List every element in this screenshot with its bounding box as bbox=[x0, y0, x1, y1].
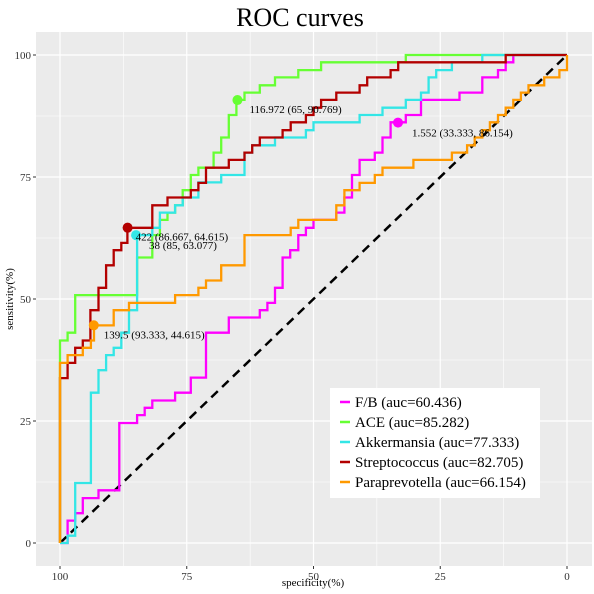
x-axis-ticks: 100 75 50 25 0 bbox=[52, 566, 570, 583]
x-tick-label: 50 bbox=[308, 571, 320, 583]
x-axis-label: specificity(%) bbox=[282, 577, 345, 589]
optimal-point-marker bbox=[122, 222, 133, 233]
legend: F/B (auc=60.436) ACE (auc=85.282) Akkerman… bbox=[330, 388, 540, 498]
optimal-point-label: 139.5 (93.333, 44.615) bbox=[104, 329, 205, 341]
optimal-point-marker bbox=[88, 320, 99, 331]
y-tick-label: 25 bbox=[20, 416, 32, 428]
legend-entry: Akkermansia (auc=77.333) bbox=[355, 435, 519, 451]
optimal-point-marker bbox=[393, 117, 404, 128]
optimal-point-marker bbox=[232, 95, 243, 106]
roc-curve-3 bbox=[58, 53, 567, 543]
y-tick-label: 75 bbox=[20, 172, 32, 184]
x-tick-label: 75 bbox=[181, 571, 193, 583]
legend-box bbox=[330, 388, 540, 498]
y-tick-label: 50 bbox=[20, 294, 32, 306]
roc-curve-0 bbox=[60, 53, 567, 545]
optimal-point-label: 1.552 (33.333, 86.154) bbox=[412, 128, 513, 140]
optimal-point-labels: 1.552 (33.333, 86.154) 116.972 (65, 90.76… bbox=[104, 104, 513, 341]
y-tick-label: 100 bbox=[15, 50, 32, 62]
x-tick-label: 100 bbox=[52, 571, 69, 583]
optimal-point-label: 422 (86.667, 64.615) bbox=[136, 232, 229, 244]
legend-entry: Streptococcus (auc=82.705) bbox=[355, 455, 523, 471]
y-axis-label: sensitivity(%) bbox=[4, 268, 16, 330]
optimal-point-label: 116.972 (65, 90.769) bbox=[249, 104, 342, 116]
roc-curves bbox=[58, 53, 569, 545]
optimal-point-label: 38 (85, 63.077) bbox=[149, 240, 217, 252]
legend-entry: ACE (auc=85.282) bbox=[355, 415, 469, 431]
chart-title: ROC curves bbox=[236, 3, 364, 32]
x-tick-label: 0 bbox=[564, 571, 570, 583]
optimal-point-marker bbox=[131, 230, 142, 241]
y-axis-ticks: 0 25 50 75 100 bbox=[15, 50, 36, 550]
roc-curve-4 bbox=[58, 55, 569, 543]
optimal-point-markers bbox=[88, 95, 404, 331]
y-tick-label: 0 bbox=[26, 538, 32, 550]
legend-entry: F/B (auc=60.436) bbox=[355, 395, 462, 411]
legend-entry: Paraprevotella (auc=66.154) bbox=[355, 475, 526, 491]
roc-curve-2 bbox=[60, 53, 567, 545]
x-tick-label: 25 bbox=[435, 571, 447, 583]
